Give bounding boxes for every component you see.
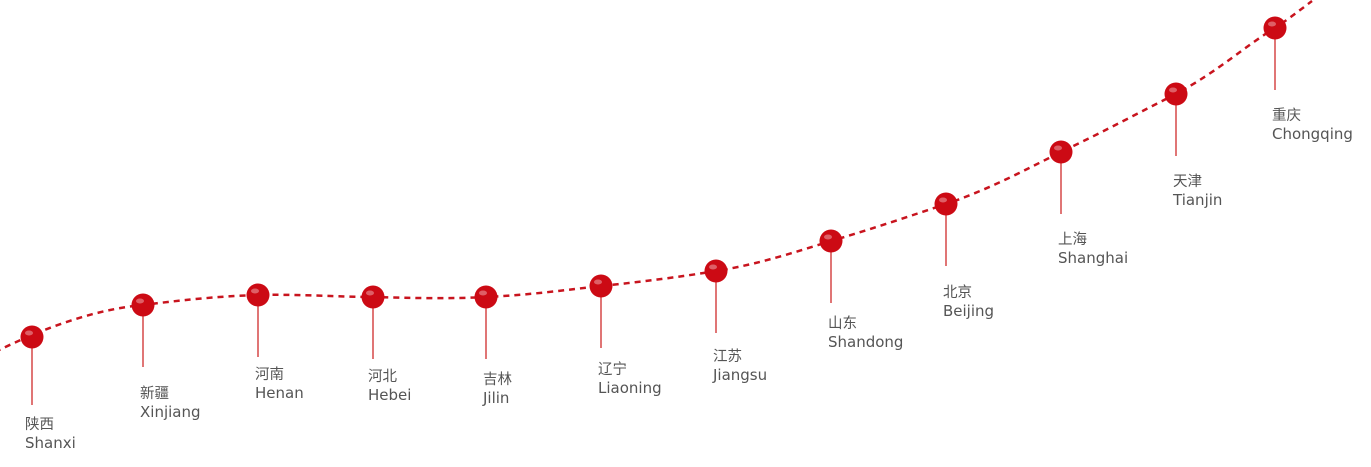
stop-label-henan: 河南 Henan [255,366,304,402]
stop-name-english: Jiangsu [713,366,768,384]
stop-name-english: Xinjiang [140,403,201,421]
pin-highlight-shanghai [1054,145,1062,151]
stop-name-english: Shanghai [1058,249,1129,267]
pin-highlight-beijing [939,197,947,203]
stop-name-english: Beijing [943,302,995,320]
dashed-route-line [0,0,1313,351]
stop-name-chinese: 江苏 [713,349,742,365]
stop-name-english: Jilin [483,389,510,407]
pin-marker-tianjin [1164,82,1188,106]
stop-name-english: Hebei [368,386,412,404]
stop-name-chinese: 上海 [1058,232,1087,248]
stop-name-english: Tianjin [1173,191,1223,209]
stop-name-chinese: 天津 [1173,174,1202,190]
pin-marker-jiangsu [704,259,728,283]
pin-marker-xinjiang [131,293,155,317]
stop-name-english: Shandong [828,333,904,351]
pin-highlight-tianjin [1169,87,1177,93]
pin-highlight-jiangsu [709,264,717,270]
stop-label-beijing: 北京 Beijing [943,284,994,320]
pin-highlight-chongqing [1268,21,1276,27]
stop-name-chinese: 山东 [828,316,857,332]
stop-name-chinese: 重庆 [1272,108,1301,124]
stop-name-chinese: 陕西 [25,417,54,433]
stop-name-chinese: 河北 [368,369,397,385]
stop-label-liaoning: 辽宁 Liaoning [598,361,662,397]
pin-highlight-xinjiang [136,298,144,304]
pin-marker-shandong [819,229,843,253]
stop-label-shanxi: 陕西 Shanxi [25,416,76,452]
stop-label-shanghai: 上海 Shanghai [1058,231,1128,267]
stop-label-xinjiang: 新疆 Xinjiang [140,385,201,421]
pin-highlight-liaoning [594,279,602,285]
pin-marker-jilin [474,285,498,309]
stop-name-english: Shanxi [25,434,76,452]
stop-name-chinese: 河南 [255,367,284,383]
pin-highlight-hebei [366,290,374,296]
stop-name-english: Chongqing [1272,125,1353,143]
stop-label-hebei: 河北 Hebei [368,368,411,404]
pin-highlight-shanxi [25,330,33,336]
stop-name-chinese: 新疆 [140,386,169,402]
pin-highlight-henan [251,288,259,294]
stop-name-chinese: 北京 [943,285,972,301]
stop-label-tianjin: 天津 Tianjin [1173,173,1222,209]
stop-label-jilin: 吉林 Jilin [483,371,512,407]
pin-marker-shanghai [1049,140,1073,164]
pin-marker-shanxi [20,325,44,349]
pin-marker-beijing [934,192,958,216]
pin-highlight-shandong [824,234,832,240]
stop-name-chinese: 辽宁 [598,362,627,378]
stop-name-chinese: 吉林 [483,372,512,388]
pin-marker-chongqing [1263,16,1287,40]
stop-label-jiangsu: 江苏 Jiangsu [713,348,767,384]
stop-name-english: Henan [255,384,304,402]
pins-group [20,16,1287,405]
stop-label-shandong: 山东 Shandong [828,315,903,351]
pin-marker-hebei [361,285,385,309]
pin-highlight-jilin [479,290,487,296]
stop-name-english: Liaoning [598,379,662,397]
pin-marker-liaoning [589,274,613,298]
stop-label-chongqing: 重庆 Chongqing [1272,107,1353,143]
pin-marker-henan [246,283,270,307]
